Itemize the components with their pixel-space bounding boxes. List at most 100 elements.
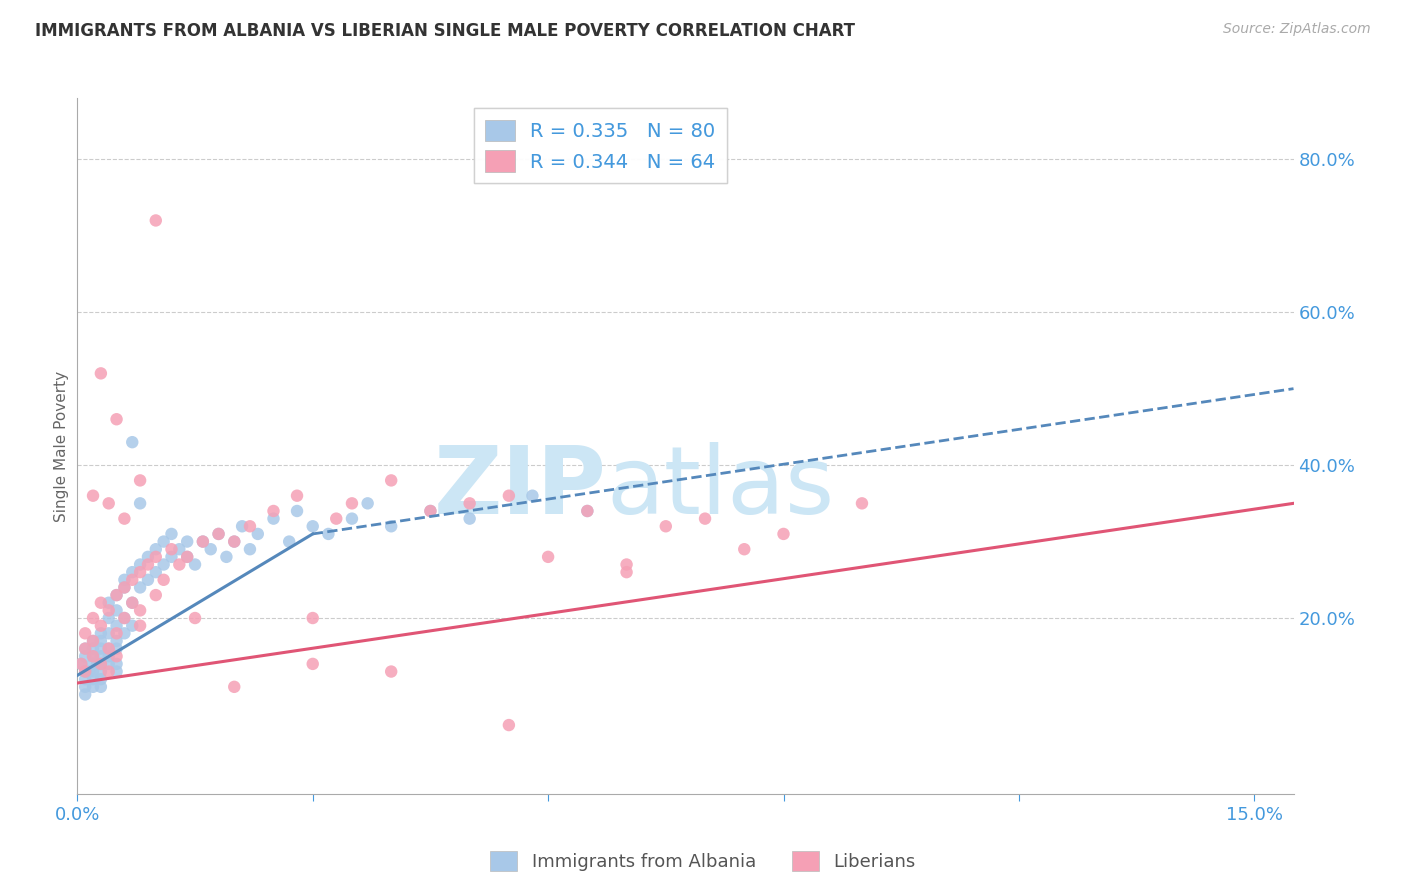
Point [129,581,152,595]
Point [86,657,108,671]
Point [112,511,135,525]
Text: ZIP: ZIP [433,442,606,533]
Point [121,565,143,579]
Point [112,611,135,625]
Point [458,496,481,510]
Point [97,626,120,640]
Point [90,657,112,671]
Point [90,649,112,664]
Point [75,641,97,656]
Point [105,618,128,632]
Point [75,680,97,694]
Y-axis label: Single Male Poverty: Single Male Poverty [53,370,69,522]
Point [82,649,104,664]
Point [263,511,285,525]
Point [356,496,378,510]
Point [70,657,93,671]
Point [616,558,638,572]
Point [655,519,678,533]
Point [105,588,128,602]
Point [772,527,794,541]
Point [537,549,560,564]
Point [112,573,135,587]
Point [82,634,104,648]
Point [239,542,262,557]
Legend: Immigrants from Albania, Liberians: Immigrants from Albania, Liberians [482,844,924,879]
Point [340,511,363,525]
Point [121,596,143,610]
Point [105,626,128,640]
Point [145,542,167,557]
Point [169,542,191,557]
Point [191,534,214,549]
Point [129,496,152,510]
Point [136,549,159,564]
Point [112,626,135,640]
Point [97,611,120,625]
Text: IMMIGRANTS FROM ALBANIA VS LIBERIAN SINGLE MALE POVERTY CORRELATION CHART: IMMIGRANTS FROM ALBANIA VS LIBERIAN SING… [35,22,855,40]
Point [176,534,198,549]
Point [285,489,308,503]
Point [70,657,93,671]
Point [112,581,135,595]
Point [576,504,599,518]
Point [160,542,183,557]
Point [184,611,207,625]
Point [82,489,104,503]
Point [419,504,441,518]
Point [112,581,135,595]
Point [246,527,269,541]
Point [136,573,159,587]
Point [82,657,104,671]
Point [75,649,97,664]
Text: Source: ZipAtlas.com: Source: ZipAtlas.com [1223,22,1371,37]
Point [90,367,112,381]
Point [121,573,143,587]
Text: atlas: atlas [606,442,835,533]
Point [82,680,104,694]
Point [90,657,112,671]
Point [851,496,873,510]
Point [318,527,340,541]
Point [97,657,120,671]
Point [239,519,262,533]
Point [105,665,128,679]
Point [105,649,128,664]
Point [75,626,97,640]
Point [207,527,229,541]
Point [380,474,402,488]
Point [498,718,520,732]
Point [90,672,112,686]
Point [129,558,152,572]
Point [105,588,128,602]
Point [200,542,222,557]
Point [263,504,285,518]
Point [176,549,198,564]
Point [90,626,112,640]
Point [129,565,152,579]
Point [380,665,402,679]
Point [136,558,159,572]
Point [121,618,143,632]
Point [90,596,112,610]
Point [75,672,97,686]
Point [75,688,97,702]
Point [458,511,481,525]
Point [75,641,97,656]
Point [522,489,544,503]
Point [215,549,238,564]
Point [301,611,323,625]
Point [207,527,229,541]
Point [77,665,100,679]
Point [301,657,323,671]
Point [105,412,128,426]
Point [176,549,198,564]
Point [82,634,104,648]
Point [160,527,183,541]
Point [325,511,347,525]
Point [145,549,167,564]
Point [380,519,402,533]
Point [75,665,97,679]
Point [105,657,128,671]
Point [97,596,120,610]
